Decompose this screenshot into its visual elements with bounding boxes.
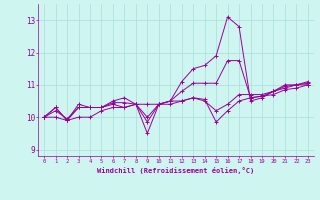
- X-axis label: Windchill (Refroidissement éolien,°C): Windchill (Refroidissement éolien,°C): [97, 167, 255, 174]
